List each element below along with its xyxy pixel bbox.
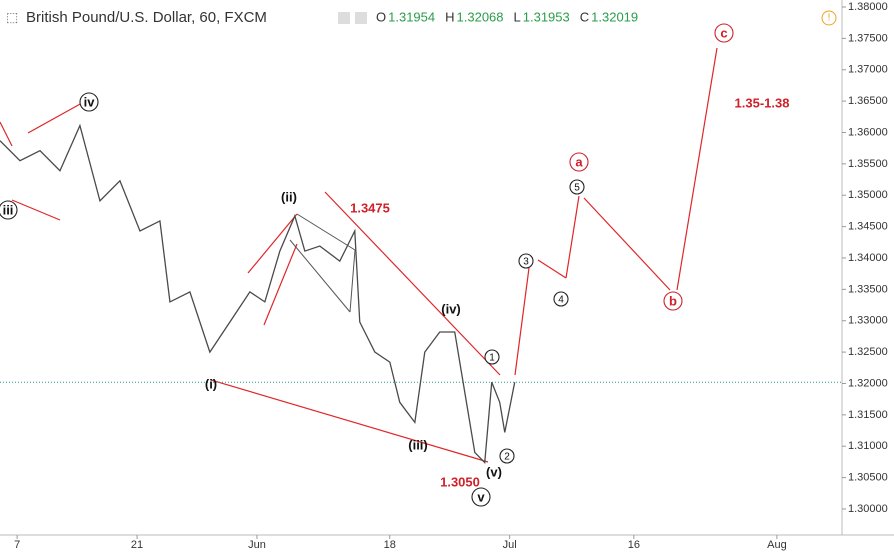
ohlc-key: L [514, 9, 521, 24]
channel [289, 213, 356, 313]
x-tick-label: Jul [503, 539, 517, 551]
wave-label: 1.35-1.38 [735, 95, 790, 110]
symbol-title: British Pound/U.S. Dollar, 60, FXCM [26, 9, 267, 26]
y-tick-label: 1.36500 [848, 95, 888, 107]
y-tick-label: 1.33500 [848, 283, 888, 295]
wave-label: 4 [558, 295, 564, 306]
wave-label: c [720, 25, 727, 40]
wave-circle [663, 291, 683, 311]
ohlc-value: 1.32019 [591, 9, 638, 24]
wave-label: (iii) [408, 437, 428, 452]
wave-label: 1.3050 [440, 474, 480, 489]
y-tick-label: 1.32500 [848, 346, 888, 358]
price-axis [842, 0, 894, 535]
wave-circle [569, 179, 585, 195]
y-tick-label: 1.38000 [848, 1, 888, 13]
alert-mark: ! [828, 13, 831, 24]
wave-circle [553, 291, 569, 307]
y-tick-label: 1.37500 [848, 32, 888, 44]
ohlc-value: 1.31954 [388, 9, 435, 24]
y-tick-label: 1.32000 [848, 377, 888, 389]
wave-label: 1.3475 [350, 200, 390, 215]
ohlc-value: 1.31953 [523, 9, 570, 24]
tool-icon[interactable] [338, 12, 350, 24]
x-tick-label: 18 [384, 539, 396, 551]
header: ⬚ British Pound/U.S. Dollar, 60, FXCM ! [6, 9, 837, 26]
y-tick-label: 1.34500 [848, 221, 888, 233]
wave-circle [714, 23, 734, 43]
wave-circle [0, 200, 18, 220]
wave-label: 3 [523, 257, 529, 268]
y-tick-label: 1.31500 [848, 409, 888, 421]
wave-label: a [575, 154, 583, 169]
wave-label: (ii) [281, 189, 297, 204]
y-tick-label: 1.37000 [848, 64, 888, 76]
wave-label: iii [3, 202, 14, 217]
wave-circle [79, 92, 99, 112]
wave-label: (v) [486, 464, 502, 479]
x-tick-label: 7 [14, 539, 20, 551]
wave-circle [569, 152, 589, 172]
wave-label: v [477, 489, 485, 504]
menu-icon[interactable]: ⬚ [6, 9, 18, 24]
wave-label: 5 [574, 183, 580, 194]
wave-label: iv [84, 94, 96, 109]
ohlc-value: 1.32068 [457, 9, 504, 24]
y-tick-label: 1.34000 [848, 252, 888, 264]
ohlc-key: O [376, 9, 386, 24]
y-tick-label: 1.31000 [848, 440, 888, 452]
y-tick-label: 1.33000 [848, 315, 888, 327]
x-tick-label: Aug [767, 539, 787, 551]
wave-circle [499, 448, 515, 464]
ohlc-key: H [445, 9, 454, 24]
y-tick-label: 1.30000 [848, 503, 888, 515]
wave-circle [471, 487, 491, 507]
x-tick-label: 16 [628, 539, 640, 551]
drawings [0, 47, 718, 463]
x-tick-label: 21 [131, 539, 143, 551]
wave-label: (iv) [441, 301, 461, 316]
wave-circle [484, 349, 500, 365]
y-tick-label: 1.35000 [848, 189, 888, 201]
wave-label: 1 [489, 353, 495, 364]
ohlc-key: C [580, 9, 589, 24]
tool-icon[interactable] [355, 12, 367, 24]
wave-circle [518, 253, 534, 269]
price-line [0, 123, 516, 464]
x-tick-label: Jun [248, 539, 266, 551]
alert-icon[interactable] [821, 10, 837, 26]
wave-label: b [669, 293, 677, 308]
y-tick-label: 1.35500 [848, 158, 888, 170]
wave-label: (i) [205, 376, 217, 391]
y-tick-label: 1.36000 [848, 126, 888, 138]
y-tick-label: 1.30500 [848, 471, 888, 483]
wave-label: 2 [504, 452, 510, 463]
